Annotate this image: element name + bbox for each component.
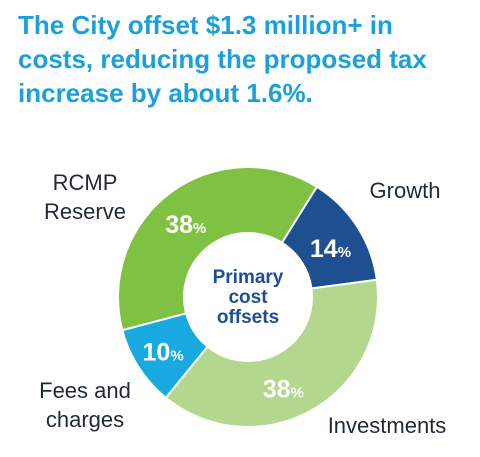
category-label-rcmp-reserve: RCMP Reserve: [44, 170, 126, 224]
slice-percent-fees-and-charges: 10%: [143, 339, 184, 367]
category-label-fees-and-charges: Fees and charges: [39, 378, 131, 432]
center-label-line-1: Primary: [213, 267, 284, 288]
headline-line-3: increase by about 1.6%.: [18, 78, 313, 108]
category-label-growth: Growth: [370, 178, 441, 203]
headline: The City offset $1.3 million+ in costs, …: [18, 8, 474, 110]
center-label-line-3: offsets: [217, 307, 279, 328]
donut-slices: [117, 166, 379, 428]
slice-percent-investments: 38%: [263, 375, 304, 403]
slice-investments: [164, 278, 379, 428]
slice-percent-rcmp-reserve: 38%: [165, 211, 206, 239]
category-label-investments: Investments: [328, 413, 447, 438]
donut-labels: 14% Growth 38% Investments 10% Fees and charge…: [39, 170, 446, 438]
headline-line-2: costs, reducing the proposed tax: [18, 44, 427, 74]
slice-percent-growth: 14%: [310, 235, 351, 263]
headline-line-1: The City offset $1.3 million+ in: [18, 10, 393, 40]
slice-rcmp-reserve: [117, 166, 319, 332]
center-label-line-2: cost: [228, 287, 268, 308]
